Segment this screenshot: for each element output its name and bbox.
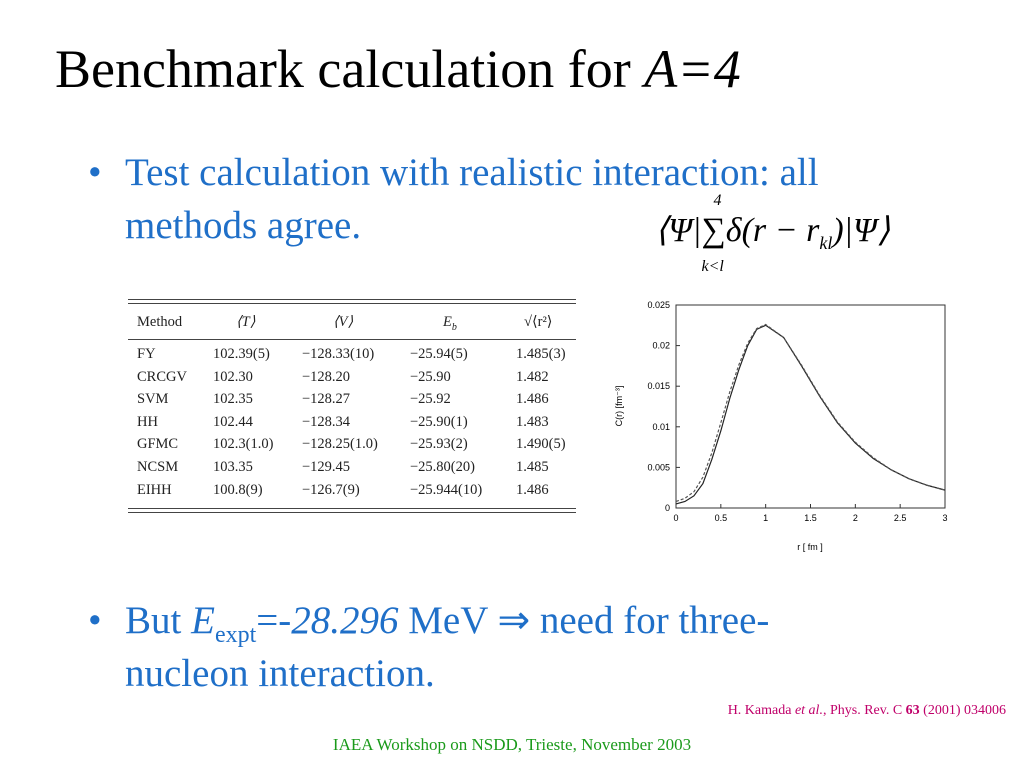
- formula-part: δ(r − r: [725, 212, 820, 249]
- table-cell: −128.25(1.0): [302, 436, 378, 453]
- table-cell: −25.94(5): [410, 346, 468, 362]
- text: expt: [214, 621, 257, 648]
- table-header: Eb: [443, 314, 457, 333]
- formula-part: ∑: [701, 212, 726, 249]
- table-cell: 102.39(5): [213, 346, 270, 362]
- x-tick-label: 2.5: [894, 513, 907, 523]
- table-cell: −25.90: [410, 368, 451, 385]
- citation: H. Kamada et al., Phys. Rev. C 63 (2001)…: [728, 703, 1006, 719]
- table-rule: [128, 339, 576, 340]
- bullet-line: Test calculation with realistic interact…: [125, 151, 819, 194]
- table-cell: FY: [137, 346, 156, 362]
- table-rule: [128, 299, 576, 304]
- title: Benchmark calculation for A=4: [55, 38, 741, 100]
- y-tick-label: 0.02: [652, 341, 670, 351]
- bullet-line: methods agree.: [125, 204, 362, 247]
- table-cell: 1.490(5): [516, 436, 566, 453]
- table-cell: 1.486: [516, 391, 549, 408]
- x-axis-label: r [ fm ]: [797, 542, 823, 552]
- table-cell: −128.33(10): [302, 346, 375, 362]
- text: , Phys. Rev. C: [822, 703, 906, 718]
- table-cell: −25.92: [410, 391, 451, 408]
- table-cell: 1.483: [516, 413, 549, 430]
- text: MeV ⇒ need for three-: [398, 599, 770, 642]
- table-cell: 1.485: [516, 459, 549, 475]
- table-cell: −128.27: [302, 391, 351, 408]
- y-tick-label: 0: [665, 503, 670, 513]
- line: [675, 323, 946, 503]
- footer: IAEA Workshop on NSDD, Trieste, November…: [332, 735, 692, 754]
- table-cell: EIHH: [137, 481, 172, 498]
- y-tick-label: 0.015: [647, 381, 670, 391]
- table-cell: −128.34: [302, 413, 351, 430]
- text: 28.296: [291, 599, 399, 642]
- table-cell: HH: [137, 413, 158, 430]
- formula-upper: 4: [713, 192, 722, 209]
- table-cell: 100.8(9): [213, 481, 263, 498]
- bullet-line: nucleon interaction.: [125, 652, 435, 695]
- bullet-line: But Eexpt=-28.296 MeV ⇒ need for three-: [125, 598, 769, 649]
- formula-sum: ∑ 4 k<l: [701, 192, 726, 275]
- table-cell: CRCGV: [137, 368, 187, 385]
- table-cell: −25.93(2): [410, 436, 468, 453]
- text: 63: [905, 703, 920, 718]
- table-cell: −128.20: [302, 368, 351, 385]
- table-cell: GFMC: [137, 436, 179, 453]
- x-tick-label: 0.5: [715, 513, 728, 523]
- x-tick-label: 1: [763, 513, 768, 523]
- table-header: ⟨V⟩: [333, 314, 354, 330]
- title-text: Benchmark calculation for: [55, 39, 645, 99]
- formula-sub: kl: [819, 232, 833, 253]
- y-tick-label: 0.005: [647, 462, 670, 472]
- table-cell: SVM: [137, 391, 169, 408]
- formula: ⟨Ψ|∑ 4 k<l δ(r − rkl)|Ψ⟩: [655, 192, 891, 275]
- table-cell: 102.30: [213, 368, 253, 385]
- x-tick-label: 2: [853, 513, 858, 523]
- table-cell: −25.80(20): [410, 459, 475, 475]
- table-header: ⟨T⟩: [236, 314, 256, 330]
- formula-part: ⟨Ψ|: [655, 212, 702, 249]
- table-cell: 1.486: [516, 481, 549, 498]
- bullet: •: [88, 151, 102, 194]
- table-cell: 1.482: [516, 368, 549, 385]
- table-cell: 102.3(1.0): [213, 436, 274, 453]
- table-cell: 102.44: [213, 413, 253, 430]
- chart: C(r) [fm⁻³] r [ fm ] 0 0.005 0.01 0.015 0.02…: [614, 300, 948, 552]
- text: But: [125, 599, 192, 642]
- text: E: [191, 599, 215, 642]
- table-cell: −25.90(1): [410, 413, 468, 430]
- table-cell: −25.944(10): [410, 481, 483, 498]
- title-italic: A=4: [644, 39, 741, 99]
- table-cell: NCSM: [137, 459, 179, 475]
- header-sub: b: [451, 321, 457, 333]
- text: et al.: [794, 703, 823, 718]
- table-cell: 102.35: [213, 391, 253, 408]
- y-axis-label: C(r) [fm⁻³]: [614, 386, 624, 427]
- bullet: •: [88, 599, 102, 642]
- table-header: Method: [137, 314, 183, 330]
- plot-frame: [675, 304, 946, 509]
- table-cell: 1.485(3): [516, 346, 566, 362]
- table-rule: [128, 508, 576, 513]
- table-header: √⟨r²⟩: [524, 314, 553, 330]
- table-cell: 103.35: [213, 459, 253, 475]
- y-tick-label: 0.025: [647, 300, 670, 310]
- text: =-: [256, 599, 292, 642]
- table-cell: −126.7(9): [302, 481, 360, 498]
- text: (2001) 034006: [919, 703, 1006, 718]
- x-tick-label: 1.5: [804, 513, 817, 523]
- text: H. Kamada: [727, 703, 795, 718]
- y-tick-label: 0.01: [652, 422, 670, 432]
- line: [675, 324, 946, 505]
- formula-part: )|Ψ⟩: [832, 212, 891, 249]
- formula-lower: k<l: [701, 258, 724, 275]
- table-cell: −129.45: [302, 459, 351, 475]
- x-tick-label: 0: [673, 513, 678, 523]
- x-tick-label: 3: [942, 513, 947, 523]
